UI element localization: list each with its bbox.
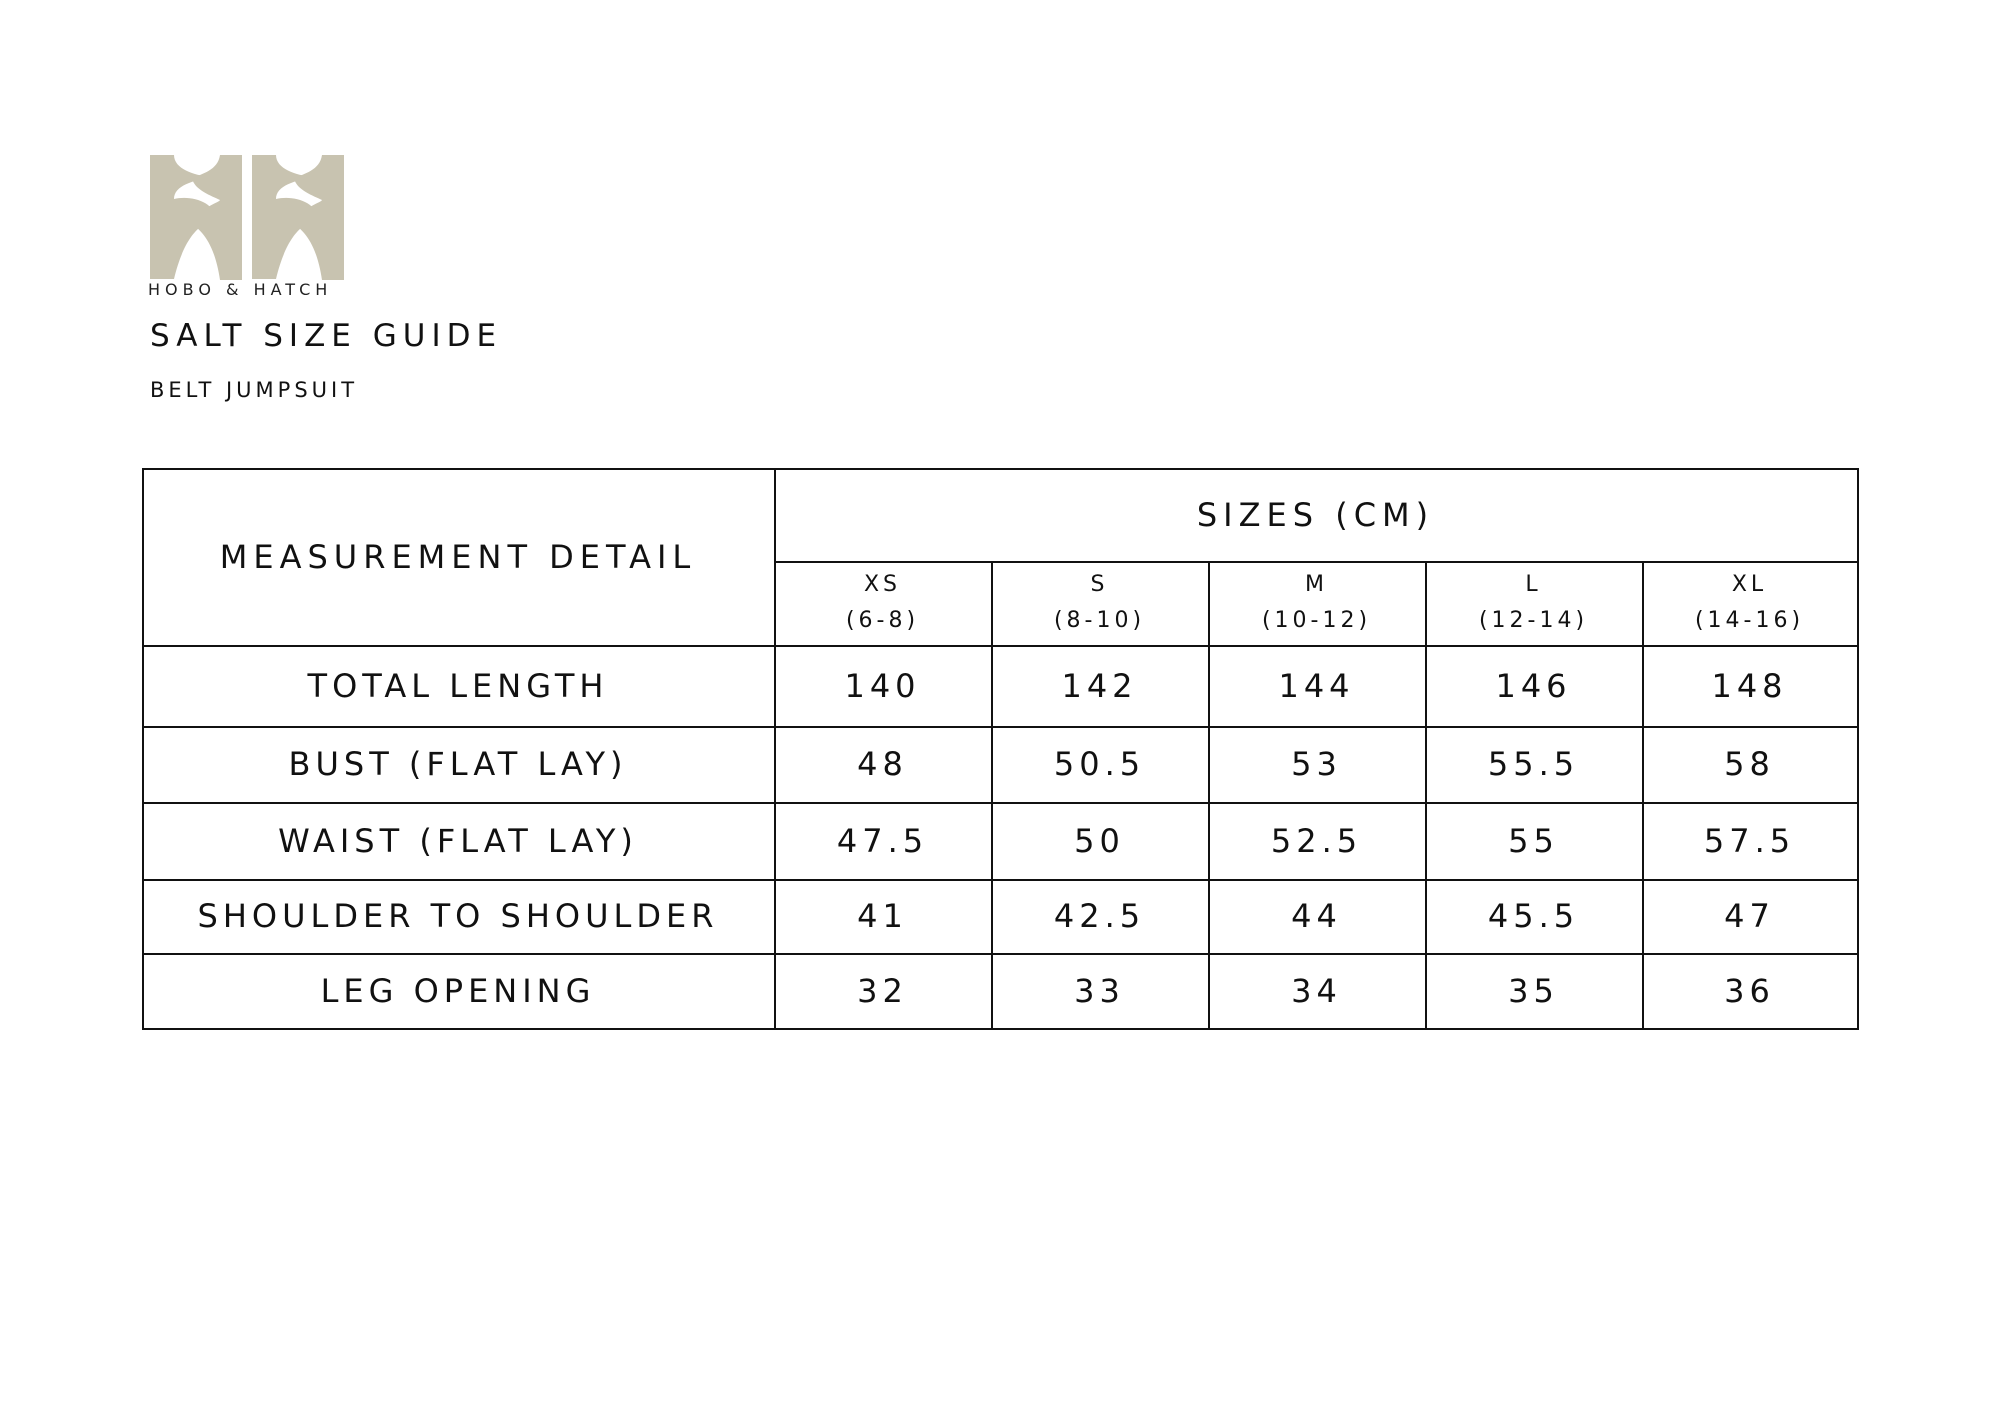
size-header-m: M (10-12) — [1208, 561, 1425, 645]
row-divider — [142, 1028, 1859, 1030]
size-header-xl: XL (14-16) — [1642, 561, 1857, 645]
size-label: M — [1305, 572, 1328, 597]
measurement-header: MEASUREMENT DETAIL — [219, 537, 697, 576]
size-range: (6-8) — [845, 608, 920, 633]
header-divider — [774, 561, 1857, 563]
table-cell: 140 — [844, 666, 921, 705]
table-cell: 47.5 — [836, 821, 929, 860]
table-cell: 42.5 — [1053, 897, 1146, 935]
column-divider — [1425, 561, 1427, 1030]
size-header-s: S (8-10) — [991, 561, 1208, 645]
table-cell: 58 — [1724, 745, 1775, 783]
row-label: TOTAL LENGTH — [307, 666, 609, 705]
row-divider — [142, 879, 1859, 881]
column-divider — [1642, 561, 1644, 1030]
size-label: XL — [1731, 572, 1768, 597]
page-subtitle: BELT JUMPSUIT — [150, 378, 359, 402]
table-cell: 144 — [1278, 666, 1355, 705]
table-cell: 142 — [1061, 666, 1138, 705]
column-divider — [991, 561, 993, 1030]
brand-name: HOBO & HATCH — [148, 280, 333, 299]
size-header-xs: XS (6-8) — [774, 561, 991, 645]
table-cell: 48 — [857, 745, 908, 783]
table-cell: 44 — [1291, 897, 1342, 935]
table-cell: 34 — [1291, 971, 1342, 1010]
table-cell: 55.5 — [1487, 745, 1580, 783]
table-cell: 36 — [1724, 971, 1775, 1010]
row-label: WAIST (FLAT LAY) — [278, 821, 638, 860]
size-label: S — [1090, 572, 1109, 597]
table-cell: 41 — [857, 897, 908, 935]
table-border-left — [142, 468, 144, 1030]
table-cell: 33 — [1074, 971, 1125, 1010]
table-cell: 53 — [1291, 745, 1342, 783]
size-header-l: L (12-14) — [1425, 561, 1642, 645]
size-range: (12-14) — [1478, 608, 1589, 633]
table-border-right — [1857, 468, 1859, 1030]
row-label: BUST (FLAT LAY) — [288, 745, 628, 783]
row-divider — [142, 726, 1859, 728]
table-cell: 45.5 — [1487, 897, 1580, 935]
table-cell: 35 — [1508, 971, 1559, 1010]
size-range: (14-16) — [1694, 608, 1805, 633]
hobo-hatch-logo — [150, 155, 344, 280]
sizes-header: SIZES (CM) — [1196, 495, 1435, 534]
size-range: (10-12) — [1261, 608, 1372, 633]
row-divider — [142, 953, 1859, 955]
size-label: XS — [863, 572, 902, 597]
table-cell: 32 — [857, 971, 908, 1010]
table-cell: 52.5 — [1270, 821, 1363, 860]
page-title: SALT SIZE GUIDE — [150, 318, 503, 354]
table-cell: 47 — [1724, 897, 1775, 935]
table-cell: 50 — [1074, 821, 1125, 860]
size-label: L — [1525, 572, 1542, 597]
table-cell: 50.5 — [1053, 745, 1146, 783]
table-cell: 146 — [1495, 666, 1572, 705]
table-cell: 57.5 — [1703, 821, 1796, 860]
column-divider — [774, 468, 776, 1030]
row-label: SHOULDER TO SHOULDER — [197, 897, 719, 935]
row-divider — [142, 645, 1859, 647]
table-border-top — [142, 468, 1857, 470]
table-cell: 55 — [1508, 821, 1559, 860]
row-label: LEG OPENING — [320, 971, 596, 1010]
column-divider — [1208, 561, 1210, 1030]
row-divider — [142, 802, 1859, 804]
size-range: (8-10) — [1053, 608, 1146, 633]
table-cell: 148 — [1711, 666, 1788, 705]
